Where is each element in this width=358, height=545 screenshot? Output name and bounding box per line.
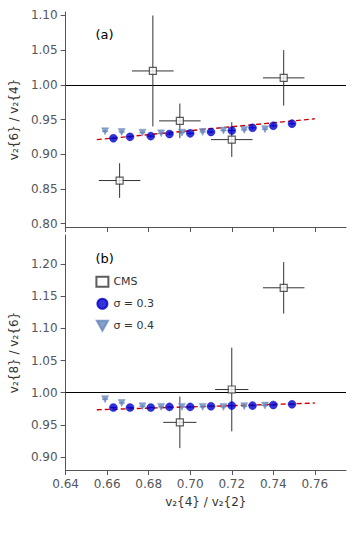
svg-text:(a): (a) bbox=[95, 27, 113, 42]
svg-text:CMS: CMS bbox=[113, 275, 137, 288]
svg-text:v₂{4} / v₂{2}: v₂{4} / v₂{2} bbox=[165, 495, 246, 509]
svg-text:1.05: 1.05 bbox=[31, 354, 58, 368]
svg-text:0.70: 0.70 bbox=[177, 477, 204, 491]
svg-text:0.95: 0.95 bbox=[31, 113, 58, 127]
svg-text:0.85: 0.85 bbox=[31, 182, 58, 196]
svg-text:v₂{6} / v₂{4}: v₂{6} / v₂{4} bbox=[7, 79, 21, 160]
svg-text:(b): (b) bbox=[95, 251, 113, 266]
svg-text:0.90: 0.90 bbox=[31, 147, 58, 161]
svg-text:0.68: 0.68 bbox=[135, 477, 162, 491]
svg-text:0.72: 0.72 bbox=[218, 477, 245, 491]
svg-text:0.95: 0.95 bbox=[31, 418, 58, 432]
svg-text:0.64: 0.64 bbox=[52, 477, 79, 491]
svg-text:1.05: 1.05 bbox=[31, 43, 58, 57]
svg-text:σ = 0.4: σ = 0.4 bbox=[113, 319, 154, 332]
svg-text:1.10: 1.10 bbox=[31, 321, 58, 335]
svg-text:σ = 0.3: σ = 0.3 bbox=[113, 297, 154, 310]
svg-text:0.76: 0.76 bbox=[301, 477, 328, 491]
svg-text:0.80: 0.80 bbox=[31, 217, 58, 231]
svg-text:v₂{8} / v₂{6}: v₂{8} / v₂{6} bbox=[7, 312, 21, 393]
svg-text:1.15: 1.15 bbox=[31, 289, 58, 303]
svg-text:0.66: 0.66 bbox=[94, 477, 121, 491]
svg-text:1.20: 1.20 bbox=[31, 257, 58, 271]
svg-text:0.74: 0.74 bbox=[260, 477, 287, 491]
svg-text:0.90: 0.90 bbox=[31, 450, 58, 464]
svg-text:1.00: 1.00 bbox=[31, 78, 58, 92]
svg-text:1.00: 1.00 bbox=[31, 386, 58, 400]
svg-text:1.10: 1.10 bbox=[31, 8, 58, 22]
